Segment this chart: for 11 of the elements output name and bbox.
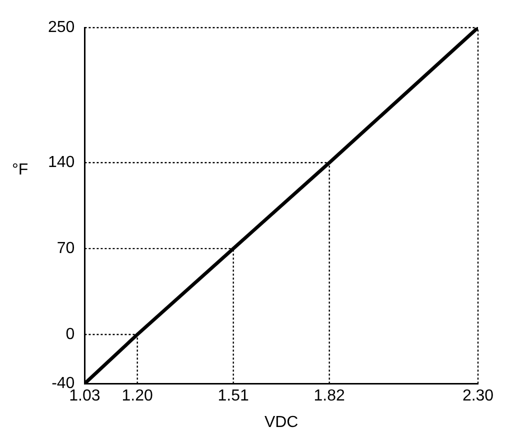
x-tick-label: 1.51 [218, 388, 250, 405]
x-tick-label: 1.20 [122, 388, 154, 405]
y-tick-label: 70 [56, 240, 75, 257]
y-axis-title: °F [12, 161, 28, 178]
x-tick-label: 2.30 [462, 388, 494, 405]
x-tick-label: 1.03 [69, 388, 100, 405]
y-tick-label: 250 [48, 19, 75, 36]
y-tick-label: 0 [66, 326, 75, 343]
x-axis-title: VDC [264, 414, 298, 431]
y-tick-label: 140 [48, 154, 75, 172]
x-tick-label: 1.82 [314, 388, 346, 405]
